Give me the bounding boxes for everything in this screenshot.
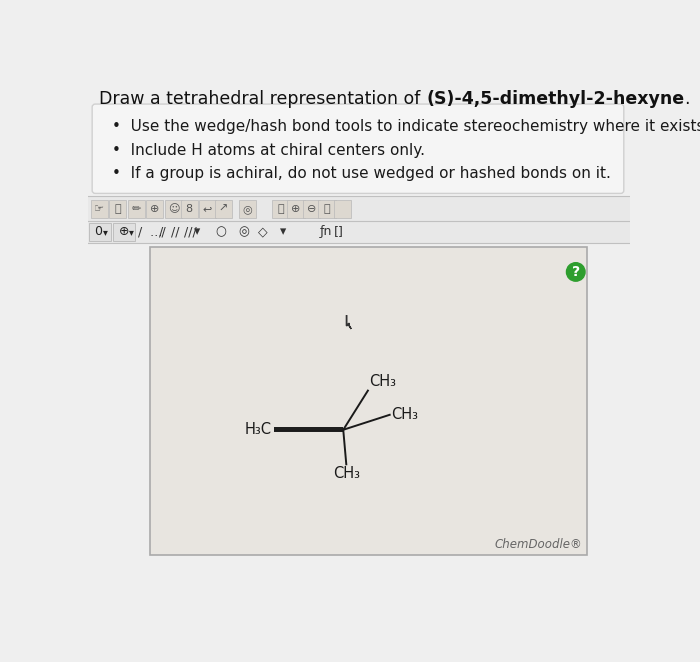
Text: ⊕: ⊕ (150, 204, 160, 214)
Bar (215, 199, 232, 218)
Bar (334, 199, 351, 218)
Text: ⊕: ⊕ (119, 225, 130, 238)
Text: 8: 8 (186, 204, 192, 214)
Text: 0: 0 (94, 225, 102, 238)
Text: ✏: ✏ (132, 204, 141, 214)
Text: []: [] (334, 225, 344, 238)
Text: ◎: ◎ (242, 204, 252, 214)
Text: 🎨: 🎨 (323, 204, 330, 214)
Bar (109, 199, 126, 218)
Bar (150, 248, 587, 555)
Bar (288, 199, 304, 218)
Text: H₃C: H₃C (244, 422, 271, 438)
Text: ▾: ▾ (103, 227, 108, 237)
Text: /: / (138, 225, 142, 238)
Text: ◇: ◇ (258, 225, 267, 238)
Text: /: / (159, 225, 163, 238)
Bar (90, 199, 108, 218)
Text: •  Use the wedge/hash bond tools to indicate stereochemistry where it exists.: • Use the wedge/hash bond tools to indic… (112, 119, 700, 134)
Bar (303, 199, 320, 218)
Text: ?: ? (572, 265, 580, 279)
Text: •  Include H atoms at chiral centers only.: • Include H atoms at chiral centers only… (112, 142, 426, 158)
FancyBboxPatch shape (92, 104, 624, 193)
Text: ◎: ◎ (239, 225, 249, 238)
Text: ///: /// (183, 225, 196, 238)
Text: ▾: ▾ (195, 225, 201, 238)
Text: ChemDoodle®: ChemDoodle® (495, 538, 582, 551)
Text: ▾: ▾ (129, 227, 134, 237)
Text: ⊕: ⊕ (291, 204, 301, 214)
Polygon shape (346, 315, 351, 329)
Bar (128, 199, 145, 218)
Bar (239, 199, 256, 218)
Text: ↗: ↗ (218, 204, 228, 214)
Text: CH₃: CH₃ (369, 374, 396, 389)
Bar (146, 199, 164, 218)
Text: ▾: ▾ (280, 225, 286, 238)
Bar (199, 199, 216, 218)
Text: ⊖: ⊖ (307, 204, 316, 214)
Text: .: . (684, 90, 690, 108)
Text: •  If a group is achiral, do not use wedged or hashed bonds on it.: • If a group is achiral, do not use wedg… (112, 166, 611, 181)
Bar (272, 199, 289, 218)
Bar (181, 199, 197, 218)
Text: …/: …/ (150, 225, 167, 238)
Text: //: // (172, 225, 180, 238)
Text: ☺: ☺ (168, 204, 179, 214)
Circle shape (566, 263, 585, 281)
Bar (113, 222, 135, 241)
Text: ○: ○ (216, 225, 226, 238)
Text: 📷: 📷 (277, 204, 284, 214)
Text: (S)-4,5-dimethyl-2-hexyne: (S)-4,5-dimethyl-2-hexyne (426, 90, 684, 108)
Bar (318, 199, 335, 218)
Text: ↩: ↩ (203, 204, 212, 214)
Text: Draw a tetrahedral representation of: Draw a tetrahedral representation of (99, 90, 426, 108)
Bar (165, 199, 182, 218)
Bar (88, 197, 630, 221)
Text: ƒn: ƒn (320, 225, 332, 238)
Bar (89, 222, 111, 241)
Bar (88, 221, 630, 243)
Text: ☞: ☞ (94, 204, 104, 214)
Text: 📄: 📄 (114, 204, 121, 214)
Text: CH₃: CH₃ (391, 407, 418, 422)
Text: CH₃: CH₃ (332, 466, 360, 481)
